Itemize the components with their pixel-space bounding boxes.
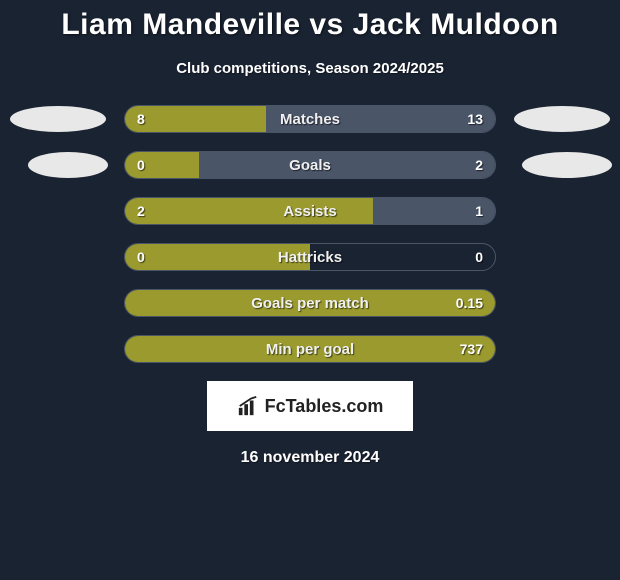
- stat-bar: 02Goals: [124, 151, 496, 179]
- player-right-avatar: [512, 105, 612, 133]
- branding-text: FcTables.com: [265, 396, 384, 417]
- avatar-ellipse: [514, 106, 610, 132]
- stat-label: Min per goal: [125, 336, 495, 362]
- stat-row: 02Goals: [8, 151, 612, 179]
- avatar-ellipse: [522, 152, 612, 178]
- date-text: 16 november 2024: [0, 449, 620, 467]
- stats-area: 813Matches 02Goals 21Assists 00Hattricks 0.1…: [0, 105, 620, 363]
- stat-label: Matches: [125, 106, 495, 132]
- stat-label: Hattricks: [125, 244, 495, 270]
- stat-bar: 0.15Goals per match: [124, 289, 496, 317]
- branding-badge: FcTables.com: [207, 381, 413, 431]
- stat-row: 737Min per goal: [8, 335, 612, 363]
- subtitle: Club competitions, Season 2024/2025: [0, 60, 620, 77]
- player-left-avatar: [8, 151, 108, 179]
- avatar-ellipse: [10, 106, 106, 132]
- avatar-ellipse: [28, 152, 108, 178]
- stat-row: 00Hattricks: [8, 243, 612, 271]
- stat-row: 21Assists: [8, 197, 612, 225]
- player-right-avatar: [512, 151, 612, 179]
- stat-row: 813Matches: [8, 105, 612, 133]
- chart-icon: [237, 395, 259, 417]
- stat-label: Goals: [125, 152, 495, 178]
- stat-bar: 813Matches: [124, 105, 496, 133]
- stat-label: Assists: [125, 198, 495, 224]
- stat-bar: 00Hattricks: [124, 243, 496, 271]
- stat-label: Goals per match: [125, 290, 495, 316]
- stat-row: 0.15Goals per match: [8, 289, 612, 317]
- stat-bar: 21Assists: [124, 197, 496, 225]
- stat-bar: 737Min per goal: [124, 335, 496, 363]
- player-left-avatar: [8, 105, 108, 133]
- page-title: Liam Mandeville vs Jack Muldoon: [0, 8, 620, 42]
